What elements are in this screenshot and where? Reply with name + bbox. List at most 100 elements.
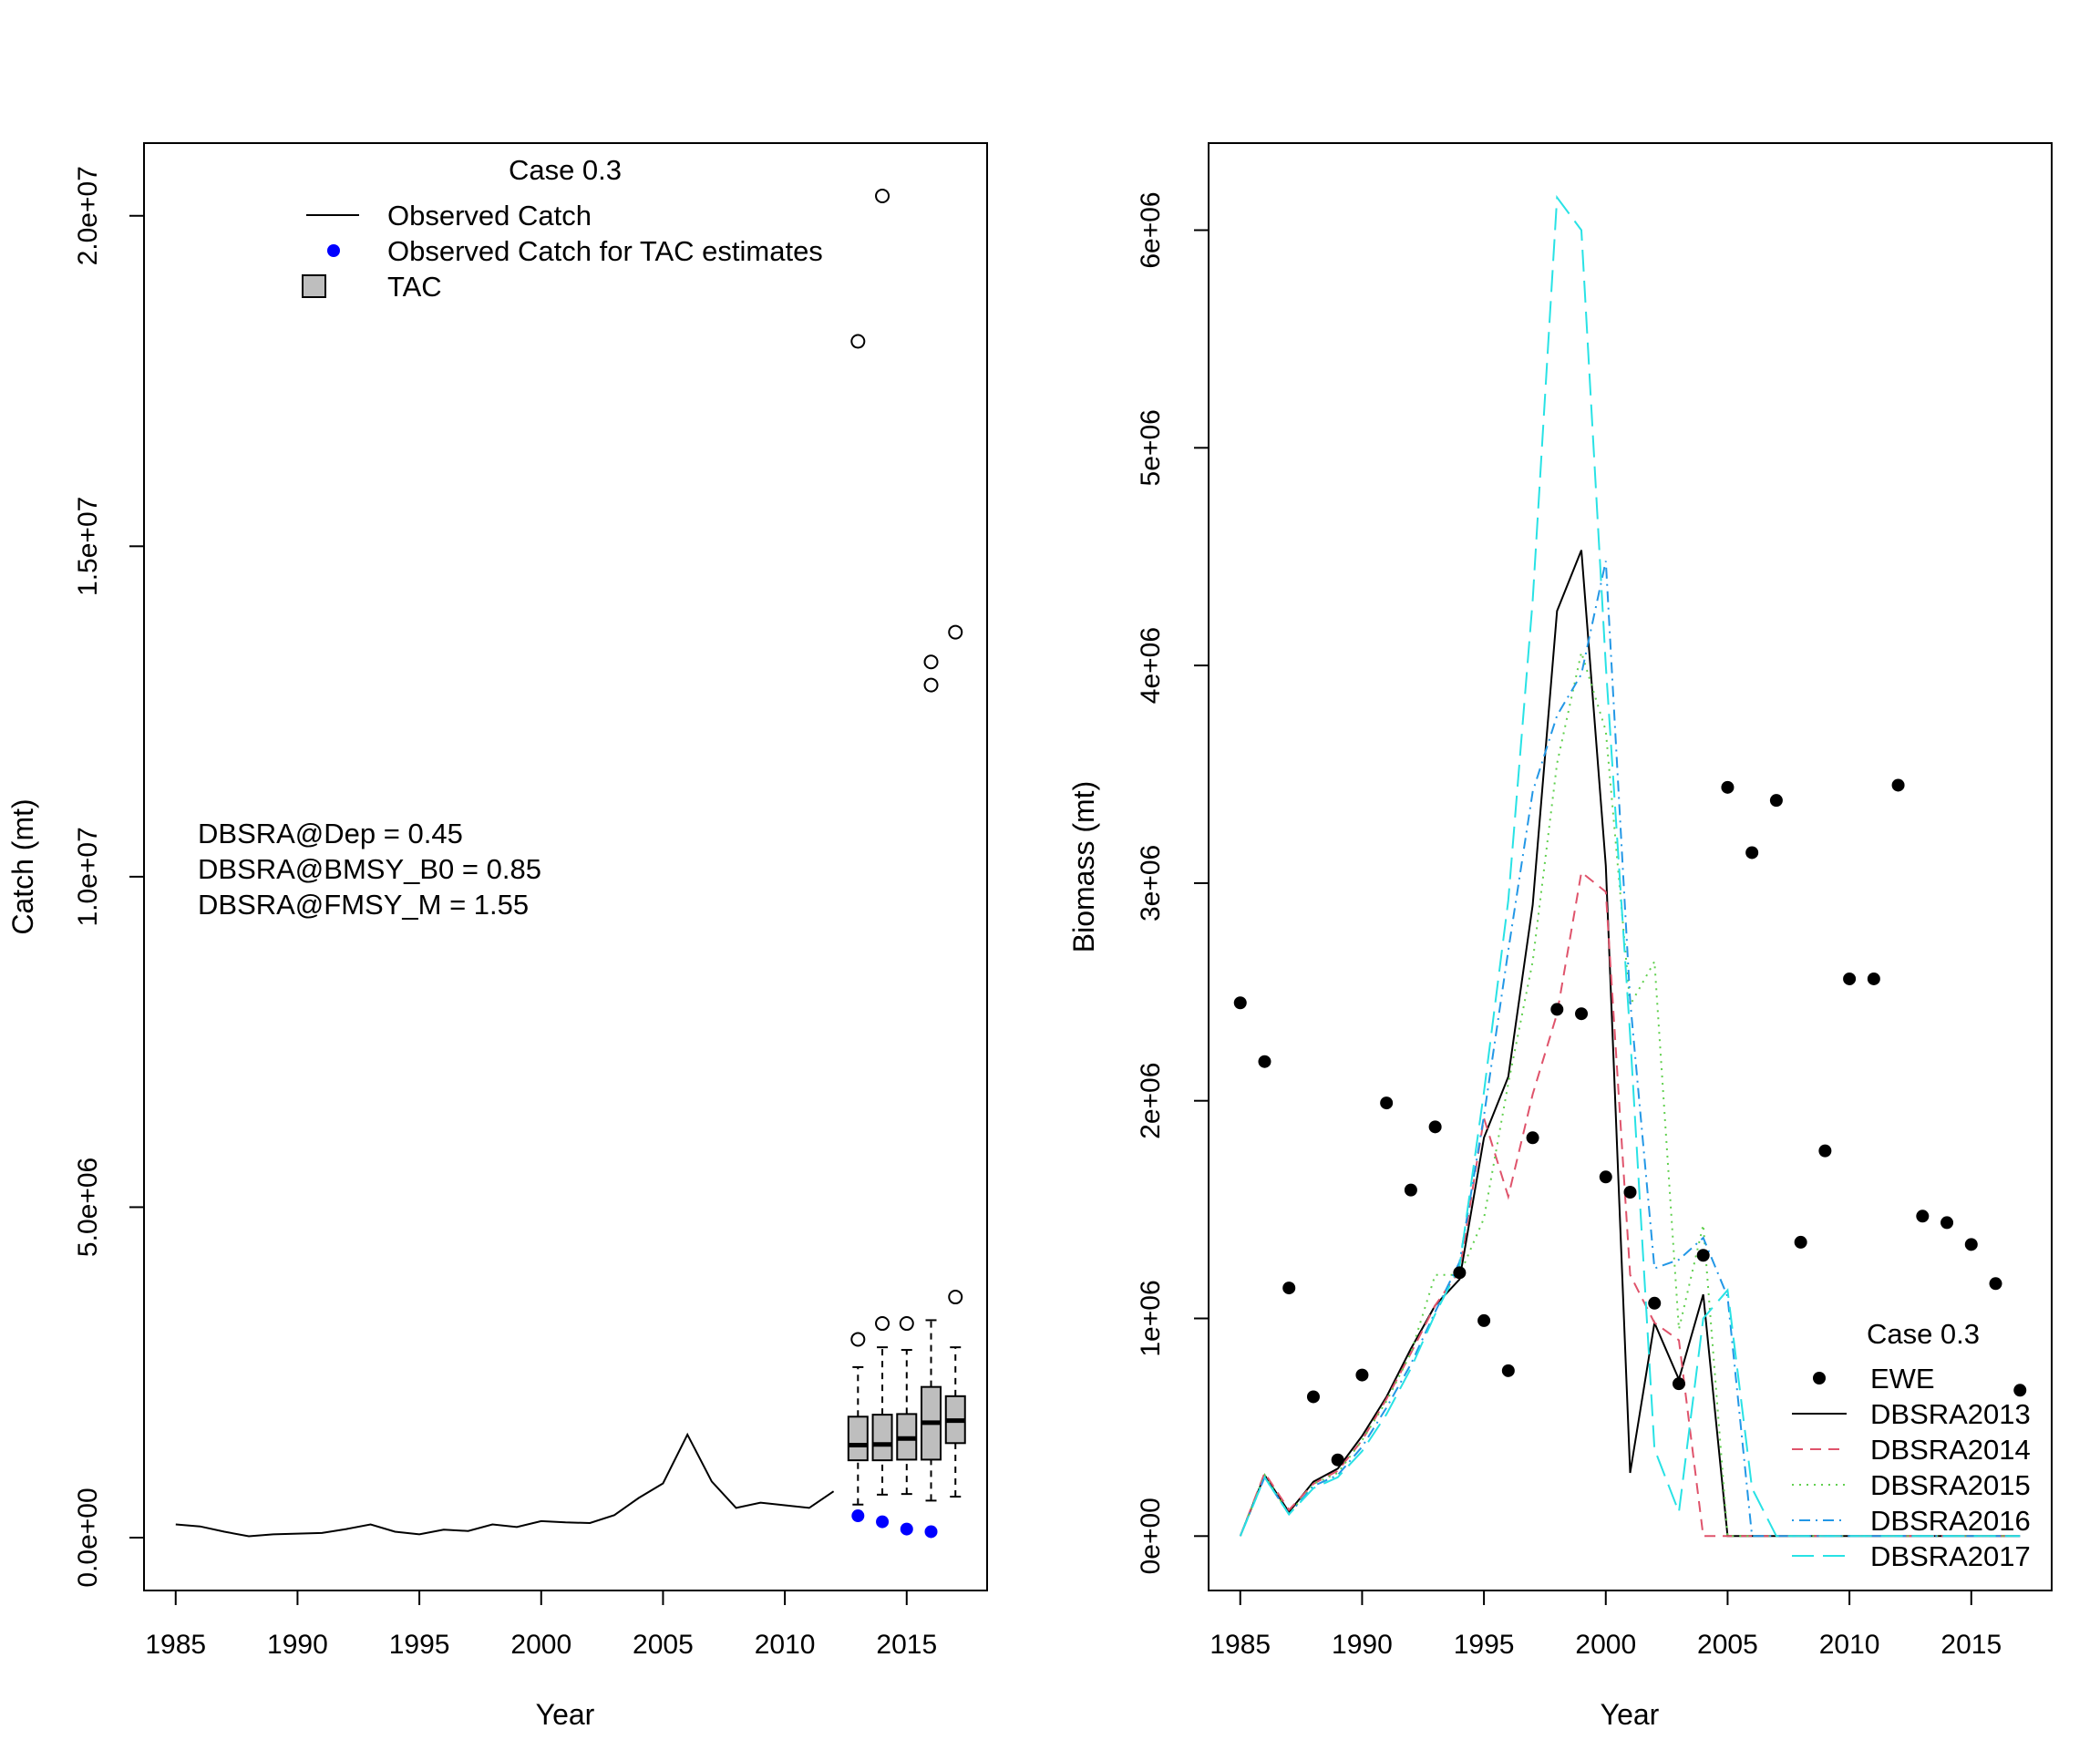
ewe-point: [1940, 1216, 1954, 1230]
annotation-bmsy-b0: DBSRA@BMSY_B0 = 0.85: [198, 853, 541, 885]
catch-legend-entry: Observed Catch for TAC estimates: [387, 235, 823, 267]
ewe-point: [1599, 1170, 1612, 1184]
catch-y-tick-label: 1.5e+07: [73, 497, 103, 596]
ewe-point: [1282, 1282, 1296, 1295]
biomass-x-tick-label: 2015: [1940, 1630, 2002, 1660]
biomass-x-tick-label: 2000: [1575, 1630, 1636, 1660]
ewe-point: [1428, 1120, 1442, 1134]
series-dbsra2017-line: [1239, 194, 2021, 1538]
tac-catch-point: [851, 1509, 865, 1523]
ewe-point: [1916, 1210, 1930, 1223]
ewe-point: [1380, 1096, 1394, 1110]
biomass-y-tick-label: 1e+06: [1136, 1280, 1166, 1356]
catch-legend: Case 0.3 Observed Catch Observed Catch f…: [302, 154, 823, 303]
biomass-y-tick-label: 6e+06: [1136, 191, 1166, 268]
biomass-legend-entry: DBSRA2016: [1870, 1505, 2031, 1537]
catch-plot-frame: [143, 142, 988, 1591]
ewe-point: [1404, 1183, 1417, 1197]
ewe-point: [1233, 996, 1247, 1010]
catch-panel: 1985 1990 1995 2000 2005 2010 2015 0.0e+00 5.0e…: [6, 142, 988, 1731]
biomass-x-axis-label: Year: [1601, 1698, 1660, 1731]
biomass-legend: Case 0.3 EWE DBSRA2013 DBSRA2014 DBSRA20…: [1792, 1318, 2031, 1572]
legend-ewe-swatch: [1813, 1372, 1826, 1385]
biomass-legend-entry: DBSRA2013: [1870, 1398, 2031, 1430]
biomass-x-tick-label: 2010: [1819, 1630, 1880, 1660]
series-dbsra2016-line: [1239, 561, 2021, 1538]
biomass-y-tick-label: 2e+06: [1136, 1063, 1166, 1139]
biomass-y-axis-label: Biomass (mt): [1067, 781, 1100, 952]
ewe-point: [1453, 1266, 1467, 1280]
biomass-legend-entry: DBSRA2014: [1870, 1434, 2031, 1466]
biomass-y-tick-label: 4e+06: [1136, 627, 1166, 704]
catch-y-tick-label: 2.0e+07: [73, 166, 103, 265]
catch-y-axis-label: Catch (mt): [6, 798, 39, 934]
ewe-point: [1575, 1007, 1589, 1021]
ewe-point: [1648, 1296, 1662, 1310]
catch-x-tick-label: 1990: [267, 1630, 328, 1660]
tac-outlier: [899, 1316, 914, 1332]
tac-box: [847, 1415, 869, 1462]
catch-x-tick-label: 2015: [876, 1630, 937, 1660]
catch-legend-entry: TAC: [387, 271, 442, 303]
observed-catch-line: [175, 1432, 835, 1538]
catch-x-axis-label: Year: [536, 1698, 595, 1731]
biomass-x-tick-label: 2005: [1697, 1630, 1758, 1660]
biomass-legend-entry: DBSRA2015: [1870, 1469, 2031, 1501]
biomass-legend-entry: DBSRA2017: [1870, 1540, 2031, 1572]
tac-outlier: [875, 189, 890, 204]
biomass-x-tick-label: 1985: [1210, 1630, 1271, 1660]
annotation-fmsy-m: DBSRA@FMSY_M = 1.55: [198, 889, 529, 921]
catch-y-tick-label: 1.0e+07: [73, 827, 103, 926]
legend-box-swatch: [302, 274, 326, 298]
tac-outlier: [923, 677, 939, 693]
catch-legend-title: Case 0.3: [509, 154, 622, 186]
ewe-point: [1672, 1377, 1685, 1391]
catch-x-tick-label: 1985: [145, 1630, 206, 1660]
biomass-legend-entry: EWE: [1870, 1363, 1935, 1395]
ewe-point: [1696, 1249, 1710, 1262]
ewe-point: [2013, 1384, 2027, 1397]
catch-y-tick-label: 5.0e+06: [73, 1158, 103, 1257]
catch-x-tick-label: 2000: [510, 1630, 571, 1660]
biomass-x-tick-label: 1995: [1454, 1630, 1515, 1660]
ewe-point: [1989, 1277, 2002, 1291]
ewe-point: [1331, 1453, 1344, 1467]
catch-legend-entry: Observed Catch: [387, 200, 592, 232]
ewe-point: [1355, 1368, 1369, 1382]
ewe-point: [1867, 972, 1880, 985]
catch-y-tick-label: 0.0e+00: [73, 1488, 103, 1587]
tac-outlier: [948, 624, 963, 640]
ewe-point: [1794, 1235, 1807, 1249]
ewe-point: [1501, 1364, 1515, 1377]
series-dbsra2015-line: [1239, 648, 2021, 1538]
biomass-y-tick-label: 0e+00: [1136, 1498, 1166, 1574]
ewe-point: [1623, 1186, 1637, 1199]
tac-outlier: [850, 1332, 866, 1347]
legend-point-swatch: [327, 244, 340, 257]
biomass-x-tick-label: 1990: [1332, 1630, 1393, 1660]
ewe-point: [1526, 1131, 1539, 1145]
catch-x-tick-label: 1995: [389, 1630, 450, 1660]
tac-catch-point: [924, 1525, 938, 1539]
ewe-point: [1477, 1313, 1491, 1327]
ewe-point: [1891, 778, 1905, 792]
biomass-panel: 1985 1990 1995 2000 2005 2010 2015 0e+00 1e+06 2…: [1067, 142, 2053, 1731]
ewe-point: [1769, 794, 1783, 808]
annotation-dep: DBSRA@Dep = 0.45: [198, 818, 463, 849]
tac-outlier: [948, 1290, 963, 1305]
ewe-point: [1745, 846, 1759, 860]
tac-outlier: [875, 1316, 890, 1332]
parameter-annotations: DBSRA@Dep = 0.45 DBSRA@BMSY_B0 = 0.85 DB…: [198, 818, 541, 921]
ewe-point: [1721, 780, 1735, 794]
ewe-point: [1258, 1055, 1271, 1068]
ewe-point: [1306, 1390, 1320, 1404]
biomass-plot-frame: [1208, 142, 2053, 1591]
tac-outlier: [850, 334, 866, 349]
tac-catch-point: [900, 1522, 913, 1536]
catch-x-tick-label: 2010: [755, 1630, 816, 1660]
ewe-point: [1964, 1238, 1978, 1251]
ewe-point: [1550, 1003, 1564, 1016]
biomass-legend-title: Case 0.3: [1867, 1318, 1980, 1350]
tac-outlier: [923, 654, 939, 670]
